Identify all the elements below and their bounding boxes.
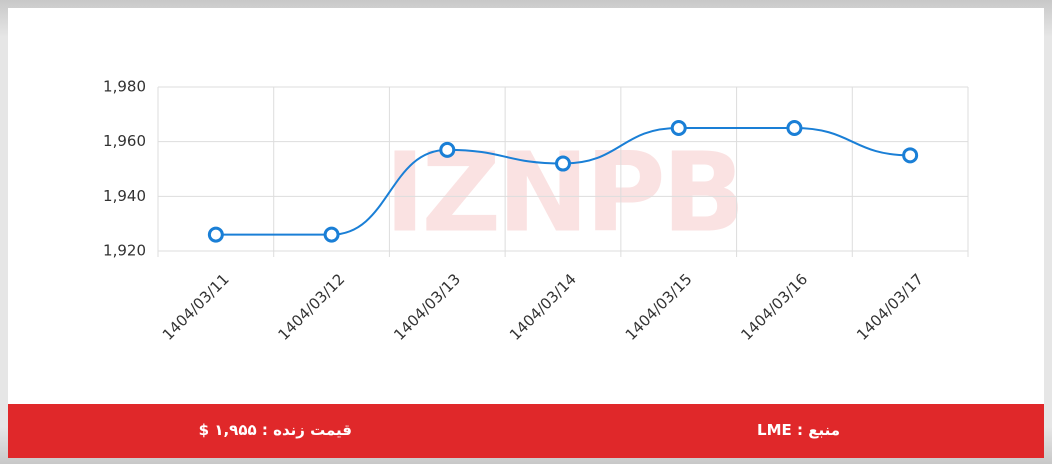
- point: [670, 120, 687, 136]
- point: [323, 226, 340, 243]
- y-tick-label: 1,920: [103, 242, 146, 260]
- x-tick-label: 1404/03/13: [390, 270, 464, 344]
- x-tick-label: 1404/03/11: [159, 270, 233, 344]
- y-tick-label: 1,960: [103, 132, 146, 150]
- x-tick-label: 1404/03/12: [275, 270, 349, 344]
- live-price: قیمت زنده : ۱,۹۵۵ $: [198, 421, 352, 439]
- x-tick-label: 1404/03/14: [506, 270, 580, 344]
- point: [555, 155, 571, 172]
- point: [207, 226, 224, 243]
- point: [439, 141, 456, 158]
- chart: IZNPB 1,920 1,940 1,960 1,980 1404/03/11 1404…: [103, 78, 969, 344]
- x-tick-label: 1404/03/15: [622, 270, 696, 344]
- card: [8, 8, 1044, 458]
- watermark: IZNPB: [384, 128, 741, 256]
- point: [786, 120, 803, 136]
- source: منبع : LME: [757, 421, 840, 439]
- y-tick-label: 1,980: [103, 78, 146, 96]
- footer: قیمت زنده : ۱,۹۵۵ $ منبع : LME: [8, 404, 1044, 458]
- x-tick-label: 1404/03/17: [853, 270, 927, 344]
- point: [902, 147, 919, 164]
- x-tick-label: 1404/03/16: [737, 270, 811, 344]
- y-tick-label: 1,940: [103, 187, 146, 205]
